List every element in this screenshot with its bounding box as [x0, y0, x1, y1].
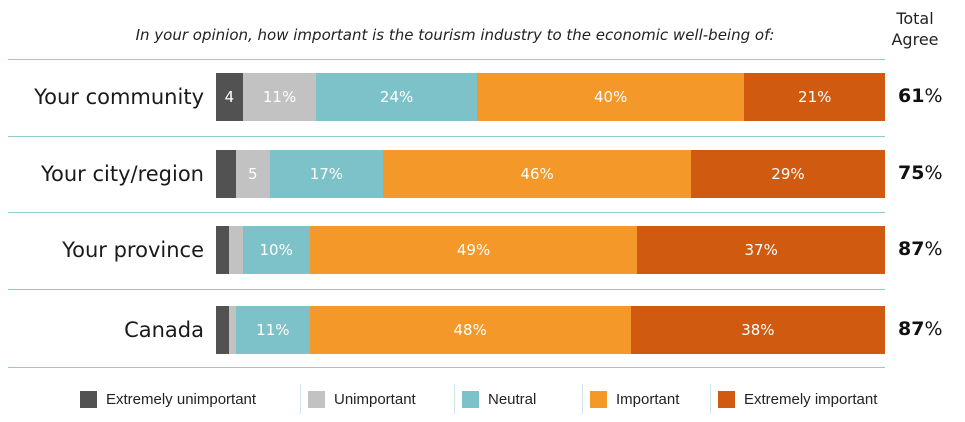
category-label: Your city/region — [40, 162, 204, 186]
total-agree-value: 75% — [898, 162, 958, 184]
legend-item: Neutral — [462, 384, 536, 414]
legend-label: Extremely important — [744, 390, 878, 408]
total-agree-unit: % — [924, 318, 943, 340]
total-agree-unit: % — [924, 85, 943, 107]
total-agree-number: 75 — [898, 162, 925, 184]
legend-item: Important — [590, 384, 679, 414]
bar-segment: 38% — [630, 306, 885, 354]
legend-separator — [710, 384, 711, 414]
legend-separator — [454, 384, 455, 414]
total-agree-number: 87 — [898, 238, 925, 260]
total-agree-header-line2: Agree — [891, 30, 939, 49]
bar-segment: 29% — [690, 150, 885, 198]
bar-segment — [229, 306, 237, 354]
total-agree-header: Total Agree — [885, 8, 945, 50]
stacked-bar: 11% 48% 38% — [216, 306, 885, 354]
bar-segment: 48% — [309, 306, 631, 354]
legend-swatch — [308, 390, 325, 408]
legend-separator — [300, 384, 301, 414]
legend-label: Extremely unimportant — [106, 390, 257, 408]
row-divider — [8, 367, 885, 368]
chart-legend: Extremely unimportant Unimportant Neutral I… — [0, 384, 965, 414]
bar-segment: 5 — [236, 150, 270, 198]
total-agree-value: 87% — [898, 238, 958, 260]
bar-segment: 10% — [242, 226, 310, 274]
legend-item: Extremely important — [718, 384, 877, 414]
legend-swatch — [718, 390, 735, 408]
legend-label: Neutral — [488, 390, 537, 408]
bar-segment — [216, 226, 230, 274]
legend-swatch — [462, 390, 479, 408]
legend-item: Unimportant — [308, 384, 416, 414]
stacked-bar: 10% 49% 37% — [216, 226, 885, 274]
legend-swatch — [80, 390, 97, 408]
bar-segment — [229, 226, 243, 274]
legend-separator — [582, 384, 583, 414]
bar-segment: 24% — [316, 73, 477, 121]
bar-segment: 49% — [309, 226, 638, 274]
legend-swatch — [590, 390, 607, 408]
legend-item: Extremely unimportant — [80, 384, 256, 414]
chart-question: In your opinion, how important is the to… — [135, 26, 775, 44]
category-label: Canada — [124, 318, 204, 342]
legend-label: Unimportant — [334, 390, 416, 408]
bar-segment — [216, 306, 230, 354]
total-agree-number: 87 — [898, 318, 925, 340]
stacked-bar: 4 11% 24% 40% 21% — [216, 73, 885, 121]
total-agree-value: 87% — [898, 318, 958, 340]
bar-segment: 40% — [476, 73, 745, 121]
legend-label: Important — [616, 390, 680, 408]
stacked-bar: 5 17% 46% 29% — [216, 150, 885, 198]
row-divider — [8, 289, 885, 290]
row-divider — [8, 136, 885, 137]
total-agree-unit: % — [924, 238, 943, 260]
row-divider — [8, 212, 885, 213]
bar-segment: 21% — [744, 73, 885, 121]
bar-segment: 46% — [383, 150, 691, 198]
bar-segment: 4 — [216, 73, 243, 121]
total-agree-header-line1: Total — [896, 9, 934, 28]
bar-segment — [216, 150, 237, 198]
total-agree-value: 61% — [898, 85, 958, 107]
bar-segment: 37% — [637, 226, 885, 274]
bar-segment: 11% — [242, 73, 317, 121]
bar-segment: 17% — [269, 150, 384, 198]
row-divider — [8, 59, 885, 60]
category-label: Your province — [62, 238, 204, 262]
total-agree-number: 61 — [898, 85, 925, 107]
category-label: Your community — [34, 85, 204, 109]
total-agree-unit: % — [924, 162, 943, 184]
bar-segment: 11% — [236, 306, 310, 354]
